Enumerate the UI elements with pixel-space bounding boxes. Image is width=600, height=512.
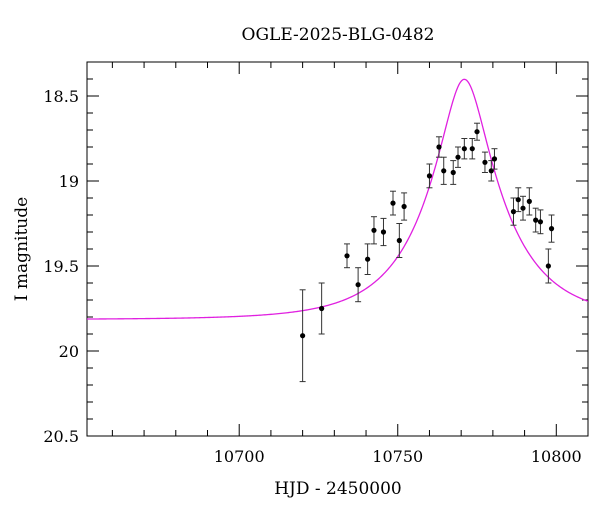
data-point bbox=[440, 156, 447, 185]
data-marker bbox=[537, 219, 544, 225]
data-point bbox=[510, 197, 517, 226]
data-point bbox=[537, 209, 544, 235]
data-marker bbox=[526, 198, 532, 204]
y-tick-label: 19.5 bbox=[43, 257, 79, 276]
data-point bbox=[450, 160, 457, 185]
data-marker bbox=[365, 256, 371, 262]
data-point bbox=[389, 190, 396, 216]
data-point bbox=[526, 187, 533, 216]
data-marker bbox=[515, 197, 521, 203]
y-axis-label: I magnitude bbox=[12, 197, 32, 301]
axis-ticks bbox=[87, 61, 589, 437]
data-marker bbox=[545, 263, 551, 269]
data-marker bbox=[450, 169, 456, 176]
data-marker bbox=[474, 129, 480, 135]
data-point bbox=[355, 267, 362, 303]
data-marker bbox=[455, 154, 461, 160]
data-marker bbox=[510, 209, 517, 215]
observation-points bbox=[299, 122, 555, 383]
data-point bbox=[299, 289, 306, 383]
data-point bbox=[370, 216, 377, 245]
data-point bbox=[364, 243, 371, 275]
data-marker bbox=[355, 282, 361, 288]
plot-frame bbox=[86, 61, 589, 437]
data-marker bbox=[396, 237, 402, 244]
data-point bbox=[519, 195, 526, 221]
data-marker bbox=[491, 156, 498, 162]
data-marker bbox=[461, 146, 467, 152]
data-point bbox=[344, 243, 351, 269]
data-point bbox=[435, 136, 442, 158]
data-marker bbox=[436, 144, 442, 150]
data-point bbox=[401, 192, 408, 221]
data-point bbox=[488, 160, 495, 182]
data-marker bbox=[426, 173, 433, 179]
data-marker bbox=[482, 159, 488, 165]
data-marker bbox=[520, 205, 526, 211]
chart-title: OGLE-2025-BLG-0482 bbox=[242, 25, 435, 45]
y-tick-label: 20 bbox=[59, 342, 79, 361]
data-point bbox=[380, 217, 387, 247]
data-point bbox=[515, 187, 522, 213]
y-tick-label: 19 bbox=[59, 172, 79, 191]
data-point bbox=[469, 138, 476, 160]
x-tick-label: 10800 bbox=[531, 447, 582, 466]
data-marker bbox=[469, 146, 475, 152]
x-tick-labels: 10700 10750 10800 bbox=[214, 447, 582, 466]
data-point bbox=[426, 163, 433, 189]
data-marker bbox=[533, 217, 539, 223]
data-point bbox=[318, 282, 325, 335]
data-marker bbox=[344, 253, 350, 259]
data-marker bbox=[441, 168, 447, 174]
data-point bbox=[481, 151, 488, 173]
x-tick-label: 10750 bbox=[372, 447, 423, 466]
data-point bbox=[491, 148, 498, 170]
y-tick-labels: 18.5 19 19.5 20 20.5 bbox=[43, 87, 79, 446]
data-marker bbox=[548, 226, 555, 232]
data-marker bbox=[401, 203, 407, 210]
y-tick-label: 20.5 bbox=[43, 427, 79, 446]
data-marker bbox=[371, 227, 377, 233]
data-marker bbox=[380, 229, 387, 235]
data-marker bbox=[390, 200, 396, 206]
x-axis-label: HJD - 2450000 bbox=[274, 479, 402, 499]
data-point bbox=[474, 122, 481, 141]
data-point bbox=[545, 248, 552, 284]
data-point bbox=[454, 146, 461, 168]
data-marker bbox=[300, 333, 306, 339]
data-marker bbox=[319, 305, 325, 312]
data-point bbox=[548, 214, 555, 243]
data-point bbox=[396, 223, 403, 258]
model-curve bbox=[87, 78, 588, 320]
y-tick-label: 18.5 bbox=[43, 87, 79, 106]
x-tick-label: 10700 bbox=[214, 447, 265, 466]
data-point bbox=[532, 207, 539, 233]
data-point bbox=[461, 138, 468, 160]
